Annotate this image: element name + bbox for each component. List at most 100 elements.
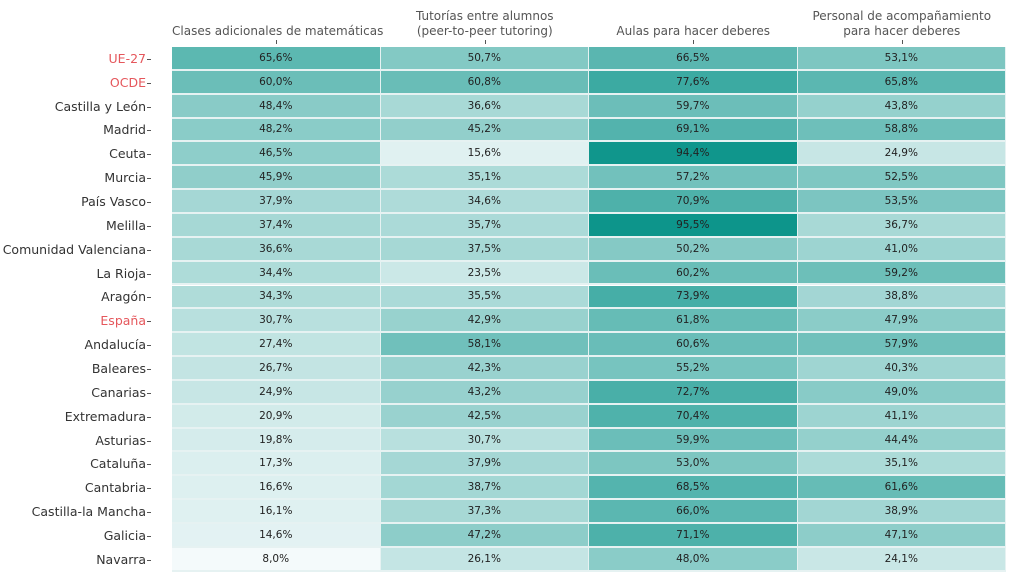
heatmap-cell: 57,2% <box>589 166 798 191</box>
heatmap-cell: 36,7% <box>797 213 1006 238</box>
row-label: La Rioja <box>96 265 146 281</box>
row-tick <box>147 488 151 490</box>
row-label: Cataluña <box>90 456 146 472</box>
heatmap-cell: 65,6% <box>172 47 381 71</box>
column-tick <box>901 40 903 44</box>
row-tick <box>147 297 151 299</box>
heatmap-cell: 77,6% <box>589 70 798 95</box>
heatmap-cell: 35,1% <box>797 452 1006 477</box>
heatmap-cell: 41,0% <box>797 237 1006 262</box>
row-label: Aragón <box>101 289 146 305</box>
row-tick <box>147 154 151 156</box>
heatmap-cell: 53,1% <box>797 47 1006 71</box>
row-label: Baleares <box>91 360 146 376</box>
row-tick <box>147 202 151 204</box>
row-tick <box>147 440 151 442</box>
heatmap-cell: 58,1% <box>380 333 589 358</box>
row-label: OCDE <box>109 74 146 90</box>
heatmap-cell: 66,0% <box>589 500 798 524</box>
column-header: Tutorías entre alumnos (peer-to-peer tut… <box>415 9 554 38</box>
heatmap-cell: 57,9% <box>797 333 1006 358</box>
row-label: UE-27 <box>108 50 146 66</box>
row-label: España <box>100 313 146 329</box>
row-tick <box>147 178 151 180</box>
column-header: Aulas para hacer deberes <box>616 24 771 38</box>
heatmap-cell: 60,8% <box>380 70 589 95</box>
heatmap-cell: 68,5% <box>589 476 798 501</box>
heatmap-cell: 41,1% <box>797 404 1006 429</box>
heatmap-cell: 38,9% <box>797 500 1006 524</box>
heatmap-cell: 44,4% <box>797 428 1006 453</box>
row-label: Castilla-la Mancha <box>31 504 146 520</box>
heatmap-cell: 65,8% <box>797 70 1006 95</box>
heatmap-cell: 16,6% <box>172 476 381 501</box>
heatmap-cell: 47,9% <box>797 309 1006 334</box>
heatmap-cell: 20,9% <box>172 404 381 429</box>
heatmap-cell: 46,5% <box>172 142 381 167</box>
heatmap-cell: 37,9% <box>380 452 589 477</box>
row-label: Galicia <box>103 527 146 543</box>
heatmap-cell: 26,1% <box>380 547 589 572</box>
heatmap-cell: 52,5% <box>797 166 1006 191</box>
row-label: Comunidad Valenciana <box>2 241 146 257</box>
heatmap-cell: 37,3% <box>380 500 589 524</box>
row-tick <box>147 249 151 251</box>
heatmap-cell: 48,4% <box>172 94 381 119</box>
row-tick <box>147 559 151 561</box>
heatmap-cell: 37,5% <box>380 237 589 262</box>
heatmap-cell: 47,2% <box>380 524 589 548</box>
heatmap-cell: 36,6% <box>380 94 589 119</box>
row-label: Canarias <box>91 384 146 400</box>
heatmap-cell: 95,5% <box>589 213 798 238</box>
heatmap-cell: 14,6% <box>172 524 381 548</box>
heatmap-cell: 16,1% <box>172 500 381 524</box>
heatmap-cell: 8,0% <box>172 547 381 572</box>
heatmap-cell: 53,0% <box>589 452 798 477</box>
heatmap-cell: 45,2% <box>380 118 589 143</box>
heatmap-cell: 72,7% <box>589 380 798 405</box>
column-header: Personal de acompañamiento para hacer de… <box>812 9 992 38</box>
heatmap-cell: 58,8% <box>797 118 1006 143</box>
heatmap-cell: 24,9% <box>172 380 381 405</box>
row-label: Ceuta <box>109 146 146 162</box>
heatmap-cell: 34,4% <box>172 261 381 286</box>
heatmap-cell: 50,2% <box>589 237 798 262</box>
heatmap-cell: 66,5% <box>589 47 798 71</box>
row-tick <box>147 225 151 227</box>
heatmap-cell: 34,3% <box>172 285 381 310</box>
heatmap-cell: 59,2% <box>797 261 1006 286</box>
heatmap-cell: 49,0% <box>797 380 1006 405</box>
row-tick <box>147 464 151 466</box>
row-label: Castilla y León <box>54 98 146 114</box>
row-tick <box>147 106 151 108</box>
heatmap-cell: 38,7% <box>380 476 589 501</box>
heatmap-cell: 47,1% <box>797 524 1006 548</box>
heatmap-cell: 60,0% <box>172 70 381 95</box>
heatmap-cell: 71,1% <box>589 524 798 548</box>
heatmap-cell: 35,7% <box>380 213 589 238</box>
column-tick <box>693 40 695 44</box>
heatmap-cell: 61,8% <box>589 309 798 334</box>
row-label: Navarra <box>96 551 146 567</box>
row-tick <box>147 535 151 537</box>
heatmap-cell: 30,7% <box>172 309 381 334</box>
row-label: Cantabria <box>84 480 146 496</box>
column-header: Clases adicionales de matemáticas <box>172 24 384 38</box>
row-label: Extremadura <box>64 408 146 424</box>
heatmap-cell: 24,1% <box>797 547 1006 572</box>
heatmap-cell: 19,8% <box>172 428 381 453</box>
heatmap-cell: 59,7% <box>589 94 798 119</box>
row-label: Asturias <box>95 432 146 448</box>
heatmap-cell: 70,9% <box>589 190 798 214</box>
row-tick <box>147 416 151 418</box>
heatmap-cell: 34,6% <box>380 190 589 214</box>
heatmap-cell: 50,7% <box>380 47 589 71</box>
heatmap-cell: 37,4% <box>172 213 381 238</box>
heatmap-cell: 48,2% <box>172 118 381 143</box>
heatmap-cell: 45,9% <box>172 166 381 191</box>
heatmap-cell: 40,3% <box>797 357 1006 381</box>
heatmap-cell: 27,4% <box>172 333 381 358</box>
heatmap-cell: 42,3% <box>380 357 589 381</box>
heatmap-cell: 17,3% <box>172 452 381 477</box>
column-tick <box>276 40 278 44</box>
